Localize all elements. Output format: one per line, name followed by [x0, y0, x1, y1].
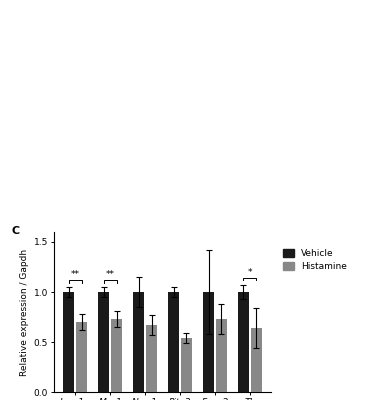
Bar: [181, 338, 192, 392]
Bar: [76, 322, 87, 392]
Bar: [98, 292, 109, 392]
Bar: [203, 292, 214, 392]
Bar: [251, 328, 262, 392]
Legend: Vehicle, Histamine: Vehicle, Histamine: [283, 249, 347, 271]
Text: *: *: [248, 268, 252, 278]
Text: **: **: [106, 270, 115, 280]
Bar: [146, 325, 157, 392]
Bar: [111, 319, 122, 392]
Y-axis label: Relative expression / Gapdh: Relative expression / Gapdh: [21, 248, 29, 376]
Bar: [133, 292, 144, 392]
Bar: [216, 319, 227, 392]
Text: C: C: [12, 226, 20, 236]
Bar: [168, 292, 179, 392]
Bar: [238, 292, 249, 392]
Bar: [63, 292, 74, 392]
Text: **: **: [71, 270, 80, 280]
